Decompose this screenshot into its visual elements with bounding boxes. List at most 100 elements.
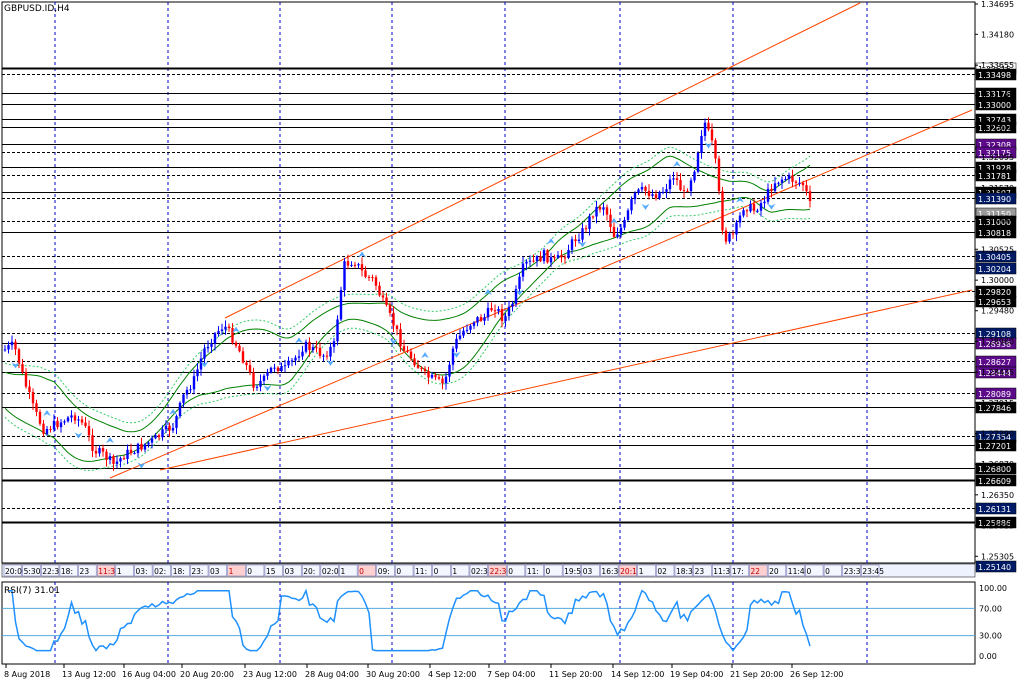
trendline — [224, 2, 861, 319]
session-label: 03 — [210, 567, 220, 576]
candle-body — [374, 277, 378, 286]
time-tick-label: 8 Aug 2018 — [4, 670, 50, 679]
candle-body — [647, 190, 651, 196]
level-price-label: 1.28627 — [978, 358, 1011, 367]
candle-body — [318, 347, 322, 356]
candle-body — [801, 182, 805, 186]
session-cell — [96, 564, 116, 577]
level-price-label: 1.30405 — [978, 253, 1011, 262]
price-tick-label: 1.30000 — [981, 276, 1014, 285]
candle-body — [143, 444, 147, 450]
candle-body — [3, 349, 7, 351]
session-cell — [506, 564, 526, 577]
candle-body — [150, 438, 154, 443]
session-cell — [227, 564, 246, 577]
candle-body — [549, 257, 553, 263]
session-cell — [283, 564, 302, 577]
candle-body — [728, 233, 731, 242]
candle-body — [577, 239, 581, 242]
candle-body — [486, 307, 490, 318]
session-label: 15 — [266, 567, 276, 576]
candle-body — [52, 420, 56, 430]
level-price-box — [975, 98, 1017, 111]
candle-body — [199, 358, 203, 370]
candle-body — [535, 256, 539, 262]
level-price-label: 1.25140 — [978, 563, 1011, 572]
session-label: 11:30 — [98, 567, 120, 576]
session-cell — [171, 564, 190, 577]
candle-body — [154, 435, 157, 439]
candle-body — [626, 210, 630, 220]
session-cell — [451, 564, 470, 577]
level-price-label: 1.31000 — [978, 218, 1011, 227]
session-cell — [618, 564, 637, 577]
level-price-box — [975, 560, 1017, 573]
trendline — [109, 109, 973, 479]
session-cell — [115, 564, 134, 577]
session-label: 18:3 — [676, 567, 693, 576]
session-cell — [22, 564, 41, 577]
candle-body — [731, 233, 735, 235]
fractal-arrow — [232, 326, 240, 333]
fractal-arrow — [767, 203, 776, 210]
candle-body — [294, 357, 297, 361]
candle-body — [469, 325, 472, 330]
candle-body — [462, 330, 465, 336]
level-price-label: 1.31150 — [978, 210, 1011, 219]
candle-body — [101, 447, 105, 452]
session-label: 1 — [340, 567, 345, 576]
candle-body — [427, 371, 430, 378]
candle-body — [581, 228, 584, 240]
candle-body — [472, 322, 476, 326]
candle-body — [511, 303, 514, 307]
price-tick-label: 1.27915 — [981, 399, 1014, 408]
session-label: 0 — [396, 567, 401, 576]
session-label: 20 — [769, 567, 779, 576]
rsi-line — [8, 588, 811, 652]
session-cell — [413, 564, 432, 577]
session-cell — [246, 564, 265, 577]
candle-body — [66, 417, 70, 422]
candle-body — [770, 188, 773, 191]
session-label: 0 — [825, 567, 830, 576]
session-label: 23 — [80, 567, 90, 576]
level-price-label: 1.28089 — [978, 390, 1011, 399]
candle-body — [455, 338, 458, 349]
candle-body — [416, 365, 420, 368]
price-tick-label: 1.33135 — [981, 92, 1014, 101]
candle-body — [140, 443, 143, 450]
fractal-arrow — [389, 338, 398, 345]
rsi-tick-label: 0.00 — [979, 652, 997, 661]
candle-body — [21, 364, 24, 373]
candle-body — [787, 175, 791, 179]
price-tick-label: 1.32610 — [981, 123, 1014, 132]
time-tick-label: 20 Aug 20:00 — [180, 670, 234, 679]
candle-body — [178, 402, 182, 417]
candle-body — [49, 428, 52, 430]
candle-body — [798, 182, 801, 184]
candle-body — [521, 263, 525, 277]
candle-body — [504, 316, 507, 322]
level-price-box — [975, 516, 1017, 529]
candle-body — [59, 422, 63, 428]
candle-body — [24, 372, 28, 387]
time-tick-label: 30 Aug 20:00 — [366, 670, 420, 679]
level-price-box — [975, 462, 1017, 475]
candle-body — [423, 368, 427, 372]
session-label: 02: — [154, 567, 166, 576]
level-price-label: 1.32743 — [978, 116, 1011, 125]
fractal-arrow — [74, 432, 83, 439]
band-outer-lower — [4, 205, 811, 471]
band-outer-upper — [4, 146, 811, 424]
price-tick-label: 1.26870 — [981, 460, 1014, 469]
candle-body — [518, 276, 521, 289]
candle-body — [185, 389, 189, 395]
candle-body — [290, 360, 294, 362]
price-tick-label: 1.25305 — [981, 552, 1014, 561]
candle-body — [742, 210, 745, 216]
session-cell — [749, 564, 768, 577]
level-price-box — [975, 401, 1017, 414]
candle-body — [588, 216, 591, 229]
candle-body — [591, 216, 595, 218]
